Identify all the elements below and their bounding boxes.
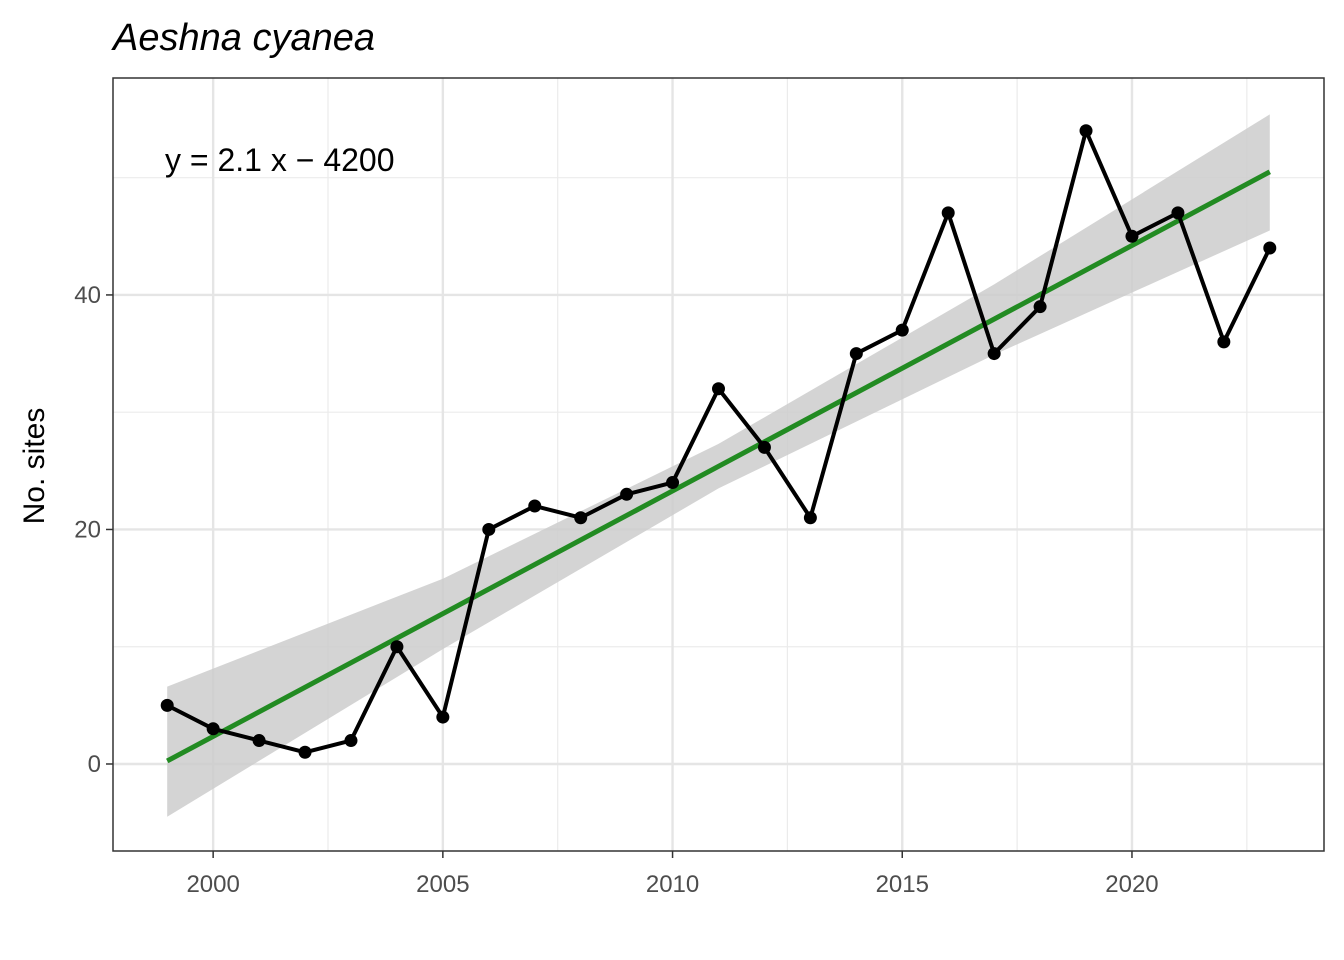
data-point <box>298 745 312 759</box>
data-point <box>528 499 542 513</box>
y-tick-label: 0 <box>88 751 101 778</box>
trend-line <box>166 169 1271 764</box>
data-point <box>1079 124 1093 138</box>
data-point <box>1171 206 1185 220</box>
data-point <box>574 511 588 525</box>
data-point <box>666 476 680 490</box>
chart-title: Aeshna cyanea <box>111 17 375 59</box>
data-point <box>1033 300 1047 314</box>
x-tick-label: 2020 <box>1105 871 1158 898</box>
data-point <box>160 698 174 712</box>
data-point <box>252 734 266 748</box>
data-point <box>803 511 817 525</box>
data-point <box>436 710 450 724</box>
data-point <box>206 722 220 736</box>
data-point <box>1263 241 1277 255</box>
data-point <box>757 440 771 454</box>
data-point <box>344 734 358 748</box>
y-tick-label: 20 <box>74 516 101 543</box>
x-tick-label: 2010 <box>646 871 699 898</box>
y-tick-label: 40 <box>74 282 101 309</box>
y-axis-label: No. sites <box>18 408 51 525</box>
data-point <box>390 640 404 654</box>
x-tick-label: 2000 <box>186 871 239 898</box>
plot-border <box>112 77 1325 852</box>
data-point <box>482 522 496 536</box>
data-point <box>1125 229 1139 243</box>
equation-annotation: y = 2.1 x − 4200 <box>165 142 395 178</box>
data-point <box>987 347 1001 361</box>
data-point <box>849 347 863 361</box>
data-point <box>941 206 955 220</box>
data-point <box>1217 335 1231 349</box>
x-tick-label: 2015 <box>876 871 929 898</box>
data-point <box>895 323 909 337</box>
data-point <box>620 487 634 501</box>
data-point <box>712 382 725 396</box>
x-tick-label: 2005 <box>416 871 469 898</box>
